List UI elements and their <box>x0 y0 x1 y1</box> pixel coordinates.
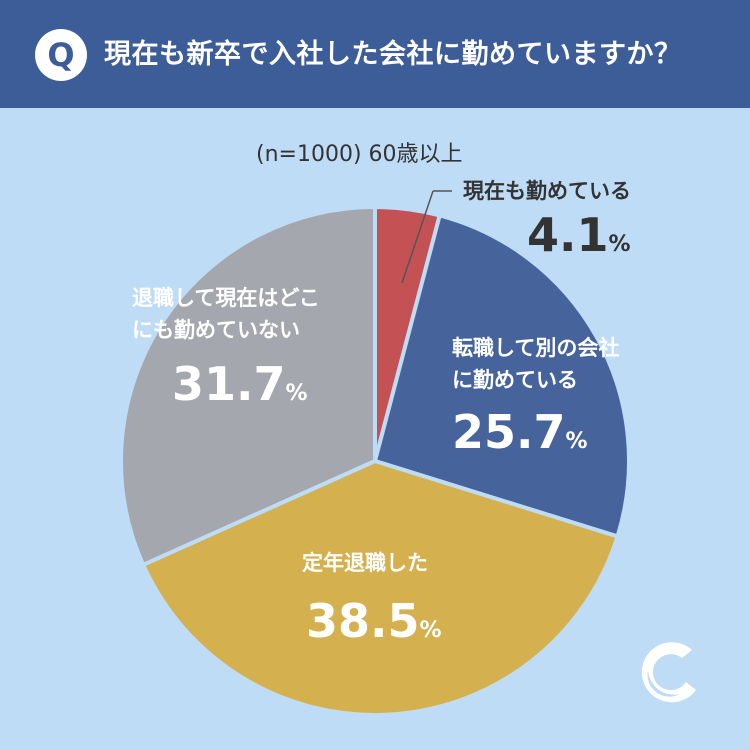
pie-slice-retired <box>141 459 620 717</box>
label-not-working-line2: にも勤めていない <box>132 318 300 342</box>
question-header: Q 現在も新卒で入社した会社に勤めていますか？ <box>0 0 750 108</box>
question-title: 現在も新卒で入社した会社に勤めていますか？ <box>104 39 682 70</box>
leader-line-still-employed <box>401 190 434 284</box>
value-retired: 38.5% <box>306 594 442 648</box>
label-not-working: 退職して現在はどこ にも勤めていない 31.7% <box>132 282 320 422</box>
label-changed-job-line1: 転職して別の会社 <box>452 336 620 360</box>
value-changed-job: 25.7% <box>452 405 588 459</box>
label-not-working-line1: 退職して現在はどこ <box>132 286 320 310</box>
pie-slice-changed-job <box>373 213 631 539</box>
label-changed-job-line2: に勤めている <box>452 368 578 392</box>
label-retired-name: 定年退職した <box>302 551 428 575</box>
label-changed-job: 転職して別の会社 に勤めている 25.7% <box>452 332 619 470</box>
crescent-c-logo-icon <box>641 642 696 703</box>
pie-slice-not-working <box>119 205 377 567</box>
q-badge: Q <box>35 29 87 81</box>
label-still-employed: 現在も勤めている 4.1% <box>463 175 631 273</box>
label-still-employed-name: 現在も勤めている <box>463 179 631 203</box>
sample-size-label: (n=1000) 60歳以上 <box>256 142 463 167</box>
label-retired: 定年退職した 38.5% <box>302 547 442 659</box>
value-still-employed: 4.1% <box>527 208 631 262</box>
value-not-working: 31.7% <box>172 357 308 411</box>
